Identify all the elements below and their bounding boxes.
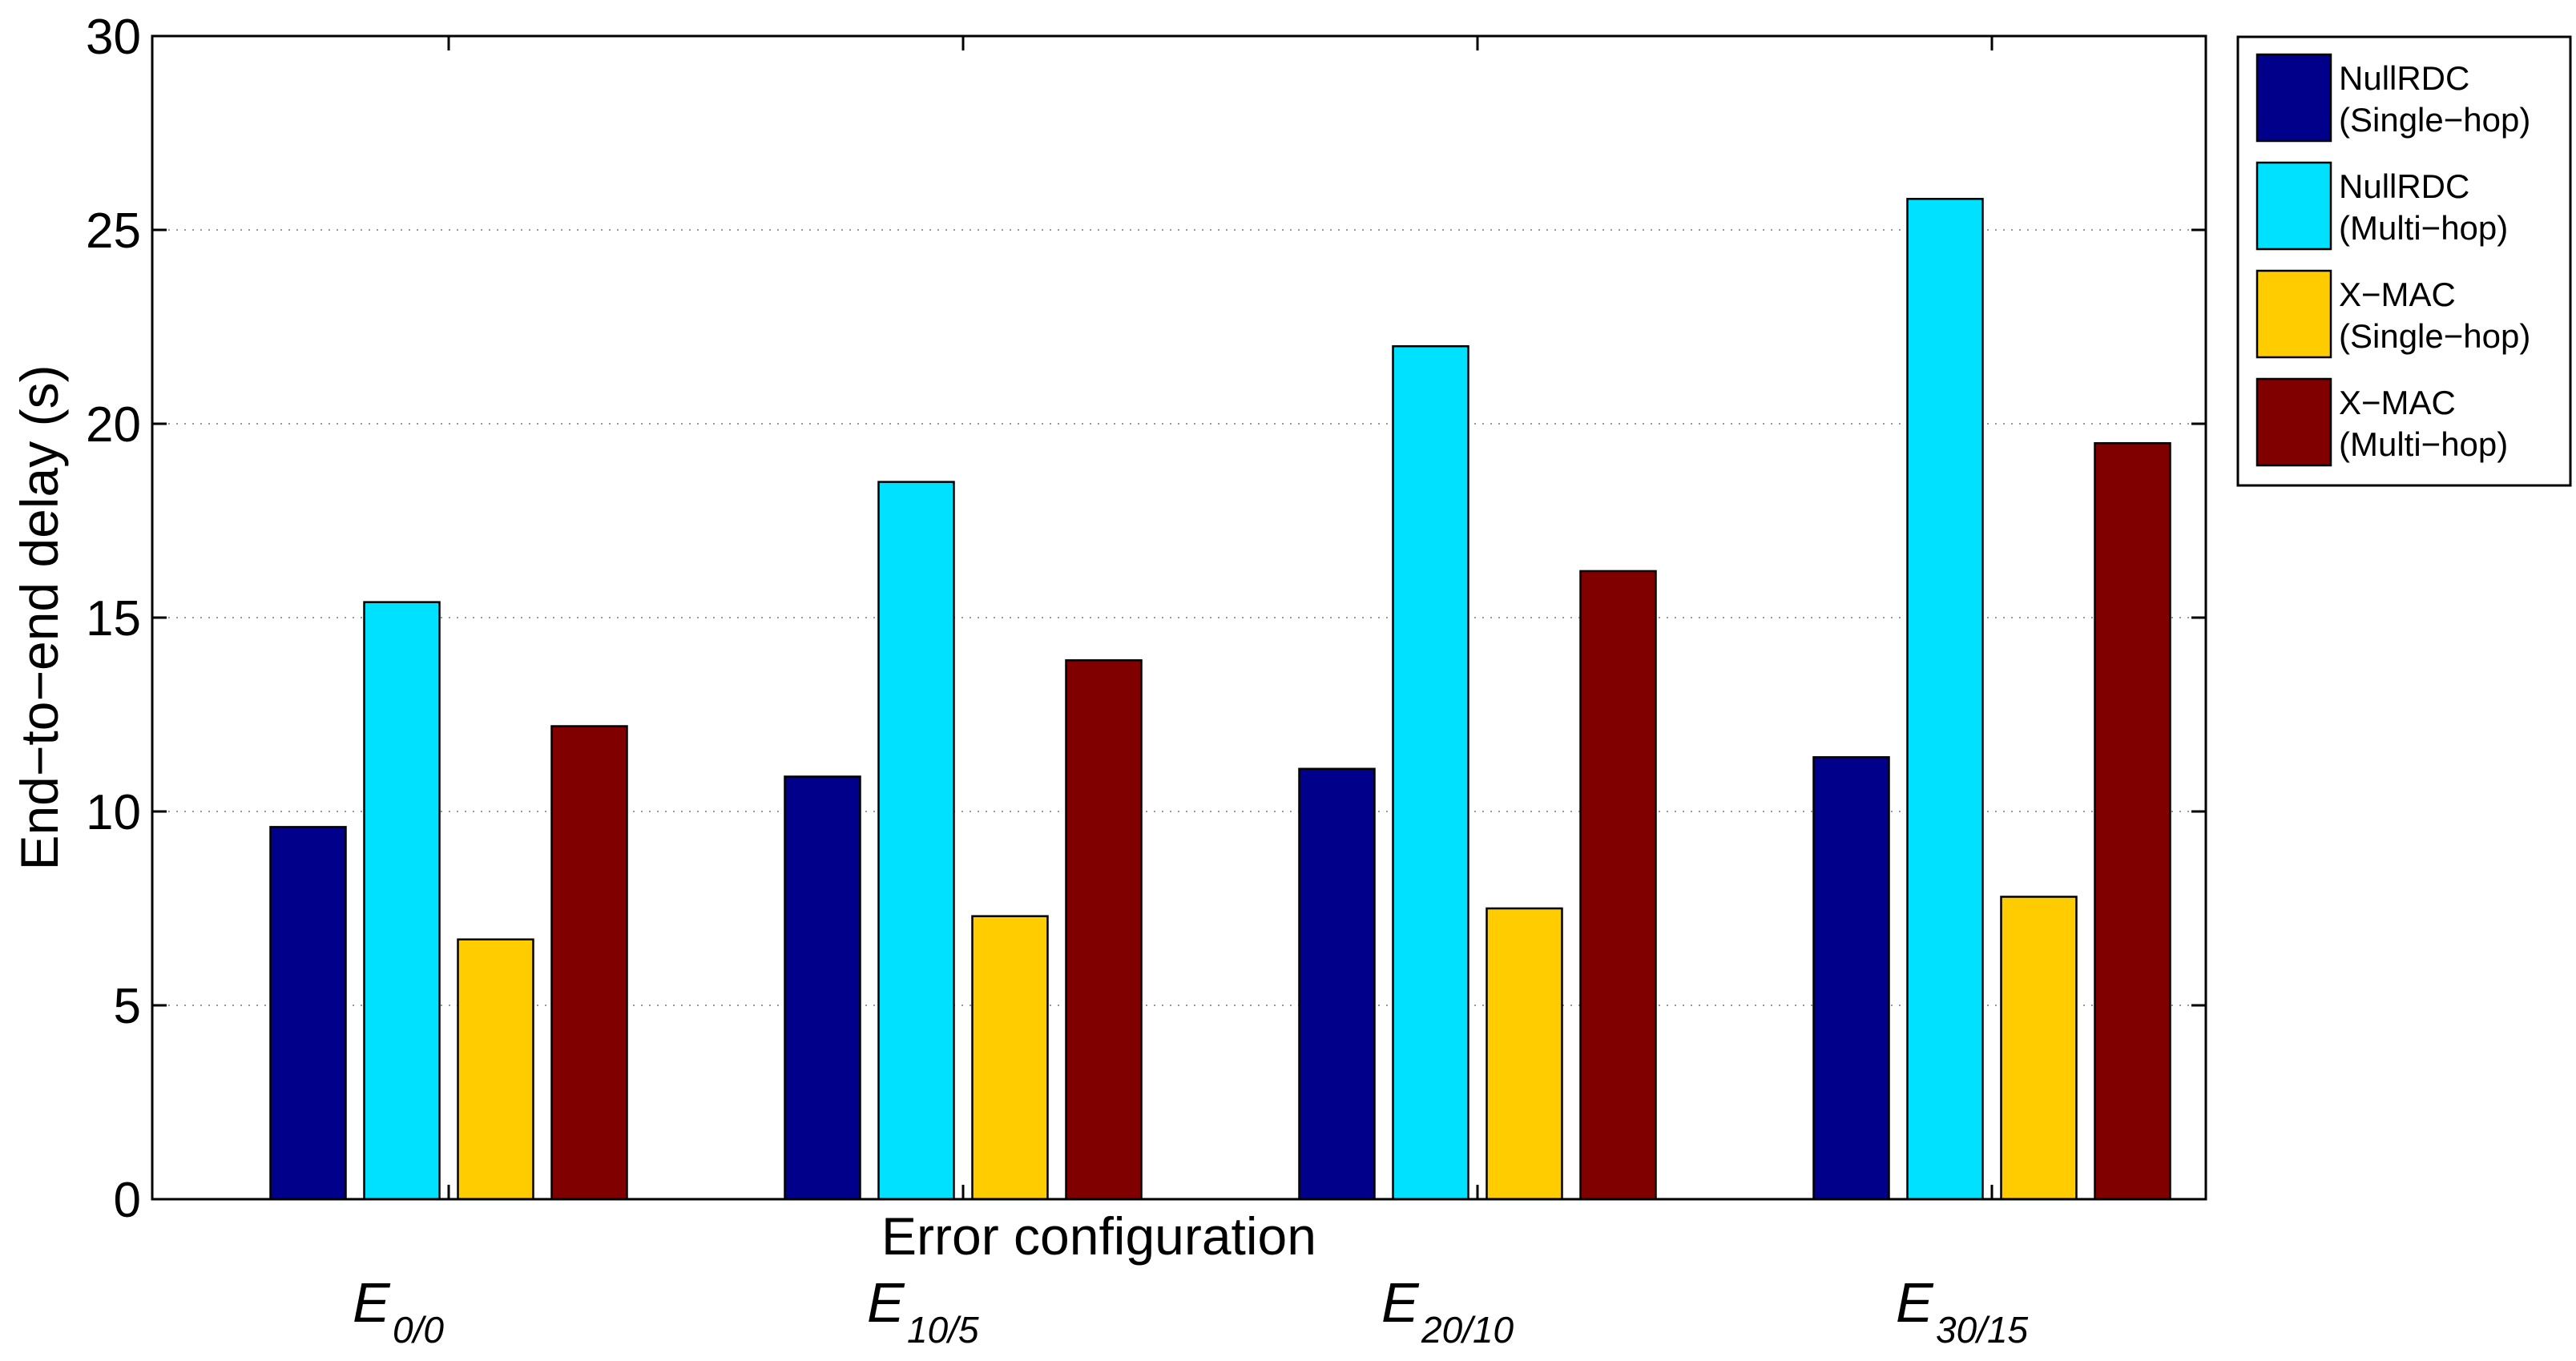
legend-label: X−MAC (2339, 276, 2456, 313)
y-tick-label: 15 (86, 591, 141, 646)
legend-label-detail: (Single−hop) (2339, 317, 2530, 355)
category-label-subscript: 20/10 (1421, 1309, 1514, 1351)
y-tick-label: 0 (114, 1173, 141, 1228)
legend-swatch (2256, 53, 2332, 143)
legend-item: NullRDC (Single−hop) (2256, 53, 2530, 143)
legend-label: NullRDC (2339, 59, 2469, 97)
category-label-base: E (1896, 1271, 1934, 1334)
y-axis-label: End−to−end delay (s) (10, 364, 69, 870)
x-tick-label: E 20/10 (1381, 1271, 1514, 1351)
legend-label-detail: (Multi−hop) (2339, 209, 2508, 247)
y-tick-label: 25 (86, 203, 141, 259)
category-label-subscript: 30/15 (1936, 1309, 2029, 1351)
category-label-subscript: 10/5 (907, 1309, 979, 1351)
bar (877, 481, 955, 1201)
bar (1486, 907, 1563, 1201)
legend-item: X−MAC (Single−hop) (2256, 269, 2530, 359)
legend-label-detail: (Single−hop) (2339, 101, 2530, 139)
category-label-base: E (353, 1271, 391, 1334)
x-axis-label: Error configuration (881, 1206, 1316, 1266)
bar (971, 915, 1049, 1201)
legend-label: X−MAC (2339, 384, 2456, 421)
bar (784, 775, 861, 1201)
bar (2094, 441, 2171, 1201)
x-tick-label: E 30/15 (1896, 1271, 2029, 1351)
bar (1298, 767, 1376, 1201)
legend-item: NullRDC (Multi−hop) (2256, 161, 2508, 251)
bar (457, 938, 534, 1201)
grid-lines (152, 229, 2206, 1006)
legend: NullRDC(Single−hop)NullRDC(Multi−hop)X−M… (2236, 35, 2572, 487)
y-tick-label: 30 (86, 10, 141, 65)
category-label-base: E (1381, 1271, 1420, 1334)
x-tick-labels: E 0/0 E 10/5 E 20/10 E 30/15 (353, 1271, 2029, 1351)
bar (1906, 198, 1984, 1201)
bars-group (269, 198, 2171, 1201)
legend-swatch (2256, 161, 2332, 251)
category-label-subscript: 0/0 (393, 1309, 444, 1351)
y-tick-label: 20 (86, 397, 141, 453)
bar (1579, 570, 1657, 1201)
legend-label-detail: (Multi−hop) (2339, 425, 2508, 463)
legend-swatch (2256, 269, 2332, 359)
axis-ticks (152, 34, 2206, 1201)
bar (550, 725, 628, 1201)
bar (1392, 344, 1469, 1201)
bar (1065, 658, 1143, 1201)
bar (269, 826, 347, 1201)
bar (1812, 755, 1890, 1201)
legend-item: X−MAC (Multi−hop) (2256, 377, 2508, 467)
bar (2000, 896, 2078, 1201)
x-tick-label: E 10/5 (867, 1271, 979, 1351)
y-tick-labels: 0 5 10 15 20 25 30 (86, 10, 141, 1228)
legend-label: NullRDC (2339, 167, 2469, 205)
bar (363, 601, 441, 1201)
y-tick-label: 10 (86, 785, 141, 840)
legend-swatch (2256, 377, 2332, 467)
y-tick-label: 5 (114, 979, 141, 1034)
x-tick-label: E 0/0 (353, 1271, 444, 1351)
category-label-base: E (867, 1271, 905, 1334)
